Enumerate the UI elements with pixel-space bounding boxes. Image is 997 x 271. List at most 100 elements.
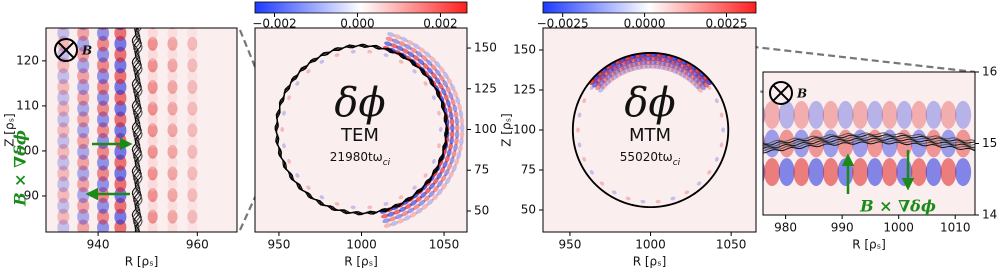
field-blob (631, 65, 639, 71)
field-blob (169, 28, 176, 30)
field-blob (187, 220, 198, 232)
x-tick-label: 1000 (635, 238, 666, 252)
field-blob (764, 129, 781, 158)
field-blob (383, 223, 392, 228)
time-label: 21980tωci (330, 150, 391, 168)
field-blob (459, 116, 465, 125)
field-blob (57, 165, 70, 182)
field-blob (577, 112, 582, 118)
field-blob (398, 59, 404, 64)
y-tick-label: 90 (24, 188, 39, 202)
field-blob (77, 35, 90, 52)
field-blob (410, 47, 418, 54)
field-blob (187, 47, 198, 62)
field-blob (607, 76, 615, 83)
y-tick-label: 125 (513, 83, 536, 97)
field-blob (350, 49, 356, 54)
field-blob (295, 173, 300, 178)
field-blob (287, 95, 292, 101)
field-blob (925, 100, 942, 129)
field-blob (605, 73, 613, 80)
field-blob (618, 69, 627, 76)
field-blob (450, 83, 456, 92)
field-blob (167, 144, 178, 159)
field-blob (436, 172, 443, 180)
field-blob (611, 74, 619, 81)
field-blob (167, 209, 178, 224)
field-blob (454, 137, 459, 146)
field-blob (431, 158, 436, 164)
field-blob (655, 56, 661, 61)
field-blob (598, 79, 605, 87)
field-symbol (772, 84, 790, 102)
field-blob (57, 89, 70, 106)
flux-surface (763, 135, 975, 147)
heatmap (763, 72, 975, 215)
field-blob (187, 79, 198, 94)
field-blob (282, 110, 286, 116)
flux-surface (763, 134, 975, 146)
y-tick-label: 100 (16, 143, 39, 157)
field-blob (808, 158, 825, 187)
field-blob (57, 208, 70, 225)
field-blob (719, 112, 724, 118)
field-blob (147, 58, 158, 73)
field-blob (592, 80, 599, 88)
field-blob (446, 148, 452, 157)
field-blob (940, 100, 957, 129)
field-blob (692, 76, 700, 84)
time-label: 55020tωci (620, 150, 681, 168)
field-blob (674, 69, 683, 76)
field-blob (77, 111, 90, 128)
field-blob (455, 96, 461, 105)
y-tick-label: 50 (521, 203, 536, 217)
field-blob (459, 130, 465, 139)
flux-surface (763, 132, 975, 145)
field-blob (417, 58, 425, 65)
field-blob (653, 64, 662, 70)
field-blob (319, 59, 325, 64)
field-blob (383, 53, 389, 58)
field-blob (187, 209, 198, 224)
field-blob (625, 63, 634, 69)
field-blob (97, 197, 110, 214)
field-blob (601, 82, 608, 90)
field-blob (57, 122, 70, 139)
field-blob (955, 158, 972, 187)
colorbar-tick-label: 0.002 (423, 17, 457, 31)
field-blob (334, 53, 340, 58)
field-blob (778, 100, 795, 129)
y-axis-label: Z [ρₛ] (3, 113, 17, 147)
field-blob (187, 101, 198, 116)
field-blob (714, 156, 719, 162)
field-blob (390, 43, 398, 49)
field-blob (640, 56, 646, 61)
field-blob (167, 79, 178, 94)
field-blob (955, 129, 972, 158)
field-blob (167, 220, 178, 232)
field-blob (438, 127, 443, 133)
field-blob (410, 200, 418, 206)
field-blob (382, 218, 391, 224)
field-blob (442, 160, 448, 169)
field-blob (670, 196, 676, 201)
field-blob (672, 64, 680, 71)
field-blob (97, 154, 110, 171)
time-subscript: ci (673, 158, 681, 168)
field-blob (808, 100, 825, 129)
field-blob (57, 100, 70, 117)
field-blob (187, 36, 198, 51)
field-blob (450, 123, 455, 132)
field-blob (424, 51, 431, 58)
field-blob (577, 142, 582, 148)
field-blob (412, 54, 420, 61)
field-blob (187, 134, 198, 149)
field-blob (866, 158, 883, 187)
field-blob (187, 166, 198, 181)
y-tick-label: 125 (474, 81, 497, 95)
field-blob (625, 59, 631, 64)
field-blob (57, 78, 70, 95)
y-tick-label: 140 (982, 208, 997, 222)
field-blob (187, 90, 198, 105)
field-blob (852, 100, 869, 129)
